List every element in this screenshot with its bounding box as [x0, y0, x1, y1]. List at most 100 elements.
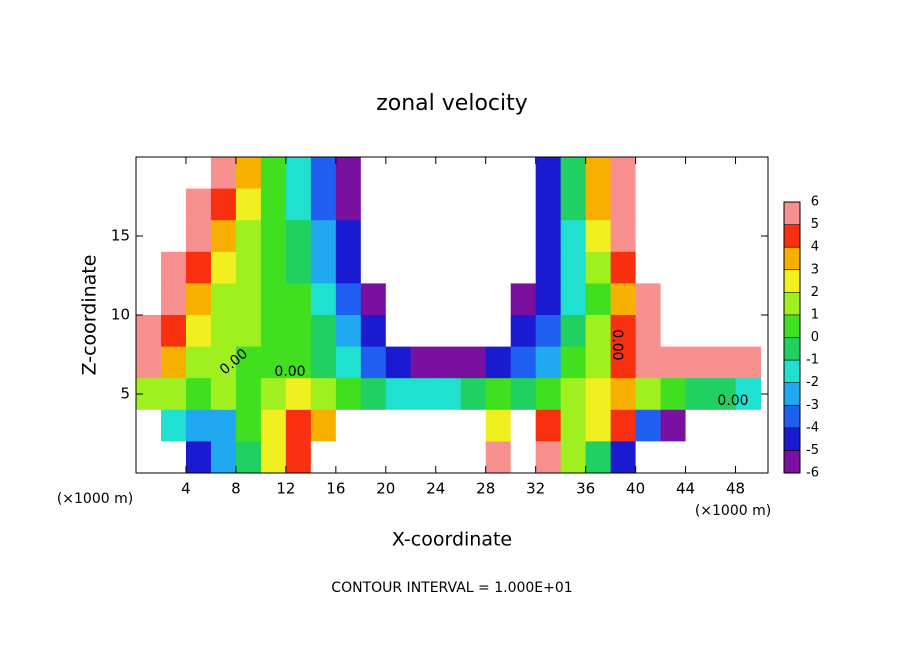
field-cell	[560, 315, 587, 348]
colorbar-tick-label: 4	[811, 240, 819, 255]
field-cell	[210, 441, 237, 474]
field-cell	[435, 157, 462, 190]
field-cell	[385, 220, 412, 253]
field-cell	[310, 283, 337, 316]
field-cell	[610, 441, 637, 474]
field-cell	[535, 441, 562, 474]
field-cell	[685, 220, 712, 253]
field-cell	[510, 157, 537, 190]
x-tick-label: 28	[476, 480, 495, 498]
field-cell	[136, 188, 162, 221]
field-cell	[535, 409, 562, 442]
field-cell	[360, 378, 387, 411]
field-cell	[335, 441, 362, 474]
field-cell	[660, 188, 687, 221]
field-cell	[560, 346, 587, 379]
colorbar-band	[784, 224, 800, 248]
field-cell	[660, 251, 687, 284]
field-cell	[235, 409, 262, 442]
field-cell	[585, 346, 612, 379]
field-cell	[510, 378, 537, 411]
field-cell	[560, 188, 587, 221]
field-cell	[235, 378, 262, 411]
field-cell	[235, 220, 262, 253]
field-cell	[410, 188, 437, 221]
field-cell	[260, 315, 287, 348]
y-tick-label: 15	[111, 227, 130, 245]
field-cell	[610, 220, 637, 253]
x-tick-label: 12	[276, 480, 295, 498]
field-cell	[360, 283, 387, 316]
field-cell	[310, 188, 337, 221]
field-cell	[585, 188, 612, 221]
field-cell	[510, 409, 537, 442]
field-cell	[660, 441, 687, 474]
field-cell	[660, 220, 687, 253]
field-cell	[460, 220, 487, 253]
field-cell	[160, 188, 187, 221]
y-tick-label: 10	[111, 306, 130, 324]
field-cell	[560, 409, 587, 442]
field-cell	[335, 346, 362, 379]
field-cell	[360, 220, 387, 253]
field-cell	[410, 378, 437, 411]
field-cell	[610, 188, 637, 221]
field-cell	[460, 283, 487, 316]
field-cell	[410, 409, 437, 442]
field-cell	[160, 409, 187, 442]
field-cell	[260, 378, 287, 411]
field-cell	[185, 157, 212, 190]
field-cell	[335, 251, 362, 284]
colorbar-band	[784, 337, 800, 361]
field-cell	[260, 283, 287, 316]
colorbar-tick-label: 5	[811, 217, 819, 232]
field-cell	[635, 220, 662, 253]
colorbar-tick-label: -5	[806, 443, 819, 458]
field-cell	[185, 315, 212, 348]
field-cell	[310, 315, 337, 348]
field-cell	[485, 283, 512, 316]
field-cell	[510, 251, 537, 284]
x-axis-label: X-coordinate	[392, 529, 512, 551]
field-cell	[210, 378, 237, 411]
field-cell	[210, 188, 237, 221]
x-tick-label: 48	[726, 480, 745, 498]
field-cell	[735, 346, 762, 379]
field-cell	[660, 157, 687, 190]
field-cell	[585, 315, 612, 348]
field-cell	[635, 378, 662, 411]
field-cell	[535, 220, 562, 253]
field-cell	[360, 409, 387, 442]
field-cell	[160, 157, 187, 190]
field-cell	[635, 283, 662, 316]
field-cell	[585, 409, 612, 442]
field-cell	[310, 157, 337, 190]
field-cell	[235, 188, 262, 221]
field-cell	[235, 251, 262, 284]
field-cell	[285, 315, 312, 348]
field-cell	[435, 283, 462, 316]
y-tick-label: 5	[120, 385, 130, 403]
field-cell	[435, 220, 462, 253]
field-cell	[685, 346, 712, 379]
field-cell	[435, 315, 462, 348]
field-cell	[360, 188, 387, 221]
field-cell	[710, 409, 737, 442]
field-cell	[360, 315, 387, 348]
field-cell	[185, 441, 212, 474]
field-cell	[260, 409, 287, 442]
field-cell	[310, 251, 337, 284]
field-cell	[136, 409, 162, 442]
field-cell	[235, 441, 262, 474]
field-cell	[136, 441, 162, 474]
field-cell	[185, 220, 212, 253]
field-cell	[410, 220, 437, 253]
x-tick-label: 4	[181, 480, 191, 498]
field-cell	[685, 157, 712, 190]
field-cell	[410, 251, 437, 284]
field-cell	[435, 251, 462, 284]
field-cell	[735, 441, 762, 474]
field-cell	[210, 315, 237, 348]
field-cell	[335, 283, 362, 316]
field-cell	[260, 441, 287, 474]
